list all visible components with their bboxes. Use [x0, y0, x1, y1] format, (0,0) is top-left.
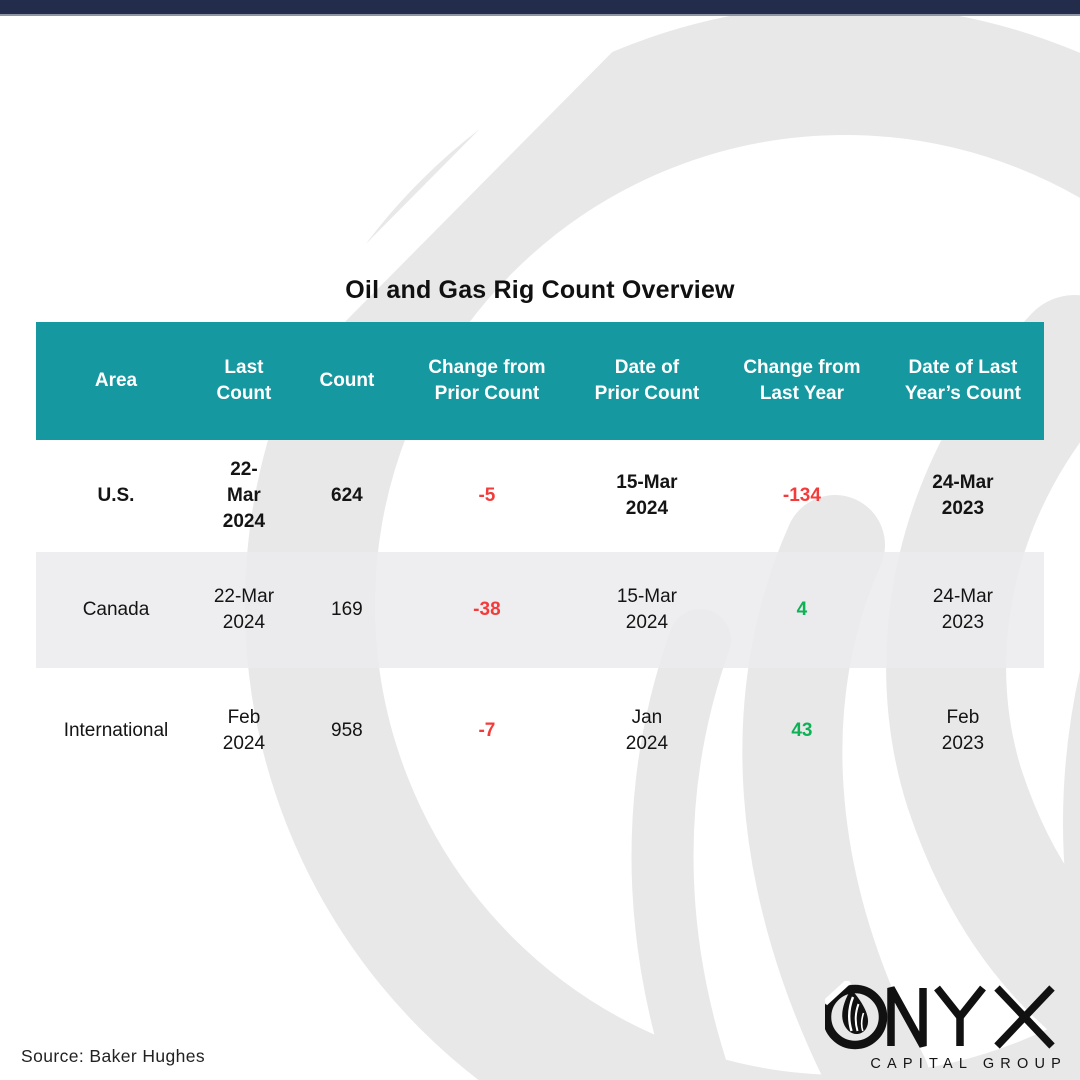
cell-change-prior: -7: [478, 719, 496, 741]
header-cell-count: Count: [319, 369, 375, 391]
cell-date-last-year: 24-Mar 2023: [932, 585, 994, 633]
cell-count: 958: [331, 719, 363, 741]
header-cell-area: Area: [94, 369, 138, 391]
header-cell-date-last-year: Date of Last Year’s Count: [904, 356, 1021, 404]
cell-date-prior: 15-Mar 2024: [616, 471, 678, 519]
cell-area: U.S.: [97, 484, 135, 506]
header-cell-change-prior: Change from Prior Count: [428, 356, 546, 404]
rig-count-table: Area Last Count Count Change from Prior …: [36, 322, 1044, 794]
cell-date-prior: Jan 2024: [625, 706, 669, 754]
page-title: Oil and Gas Rig Count Overview: [345, 276, 735, 304]
cell-change-year: -134: [782, 484, 821, 506]
cell-last-count: Feb 2024: [222, 706, 266, 754]
top-accent-bar: [0, 0, 1080, 16]
cell-change-prior: -38: [473, 598, 501, 620]
onyx-flame-icon: [825, 981, 888, 1050]
cell-area: International: [63, 719, 169, 741]
header-cell-last-count: Last Count: [216, 356, 272, 404]
cell-last-count: 22-Mar 2024: [213, 585, 275, 633]
cell-change-year: 43: [791, 719, 813, 741]
source-caption: Source: Baker Hughes: [21, 1046, 206, 1066]
table-row-us: U.S. 22- Mar 2024 624 -5 15-Mar 2024 -13…: [36, 440, 1044, 552]
cell-date-last-year: Feb 2023: [941, 706, 985, 754]
cell-last-count: 22- Mar 2024: [222, 458, 266, 533]
cell-change-prior: -5: [478, 484, 496, 506]
table-row-canada: Canada 22-Mar 2024 169 -38 15-Mar 2024 4…: [36, 552, 1044, 668]
onyx-logo: CAPITAL GROUP: [825, 981, 1067, 1072]
header-cell-date-prior: Date of Prior Count: [594, 356, 700, 404]
header-cell-change-year: Change from Last Year: [743, 356, 861, 404]
cell-date-prior: 15-Mar 2024: [616, 585, 678, 633]
table-header-row: Area Last Count Count Change from Prior …: [36, 322, 1044, 440]
cell-area: Canada: [82, 598, 150, 620]
cell-count: 624: [331, 484, 363, 506]
onyx-logo-wordmark: [825, 981, 1055, 1050]
cell-change-year: 4: [796, 598, 808, 620]
onyx-logo-subtitle: CAPITAL GROUP: [870, 1056, 1067, 1072]
cell-date-last-year: 24-Mar 2023: [932, 471, 994, 519]
cell-count: 169: [331, 598, 363, 620]
table-row-international: International Feb 2024 958 -7 Jan 2024 4…: [36, 668, 1044, 794]
